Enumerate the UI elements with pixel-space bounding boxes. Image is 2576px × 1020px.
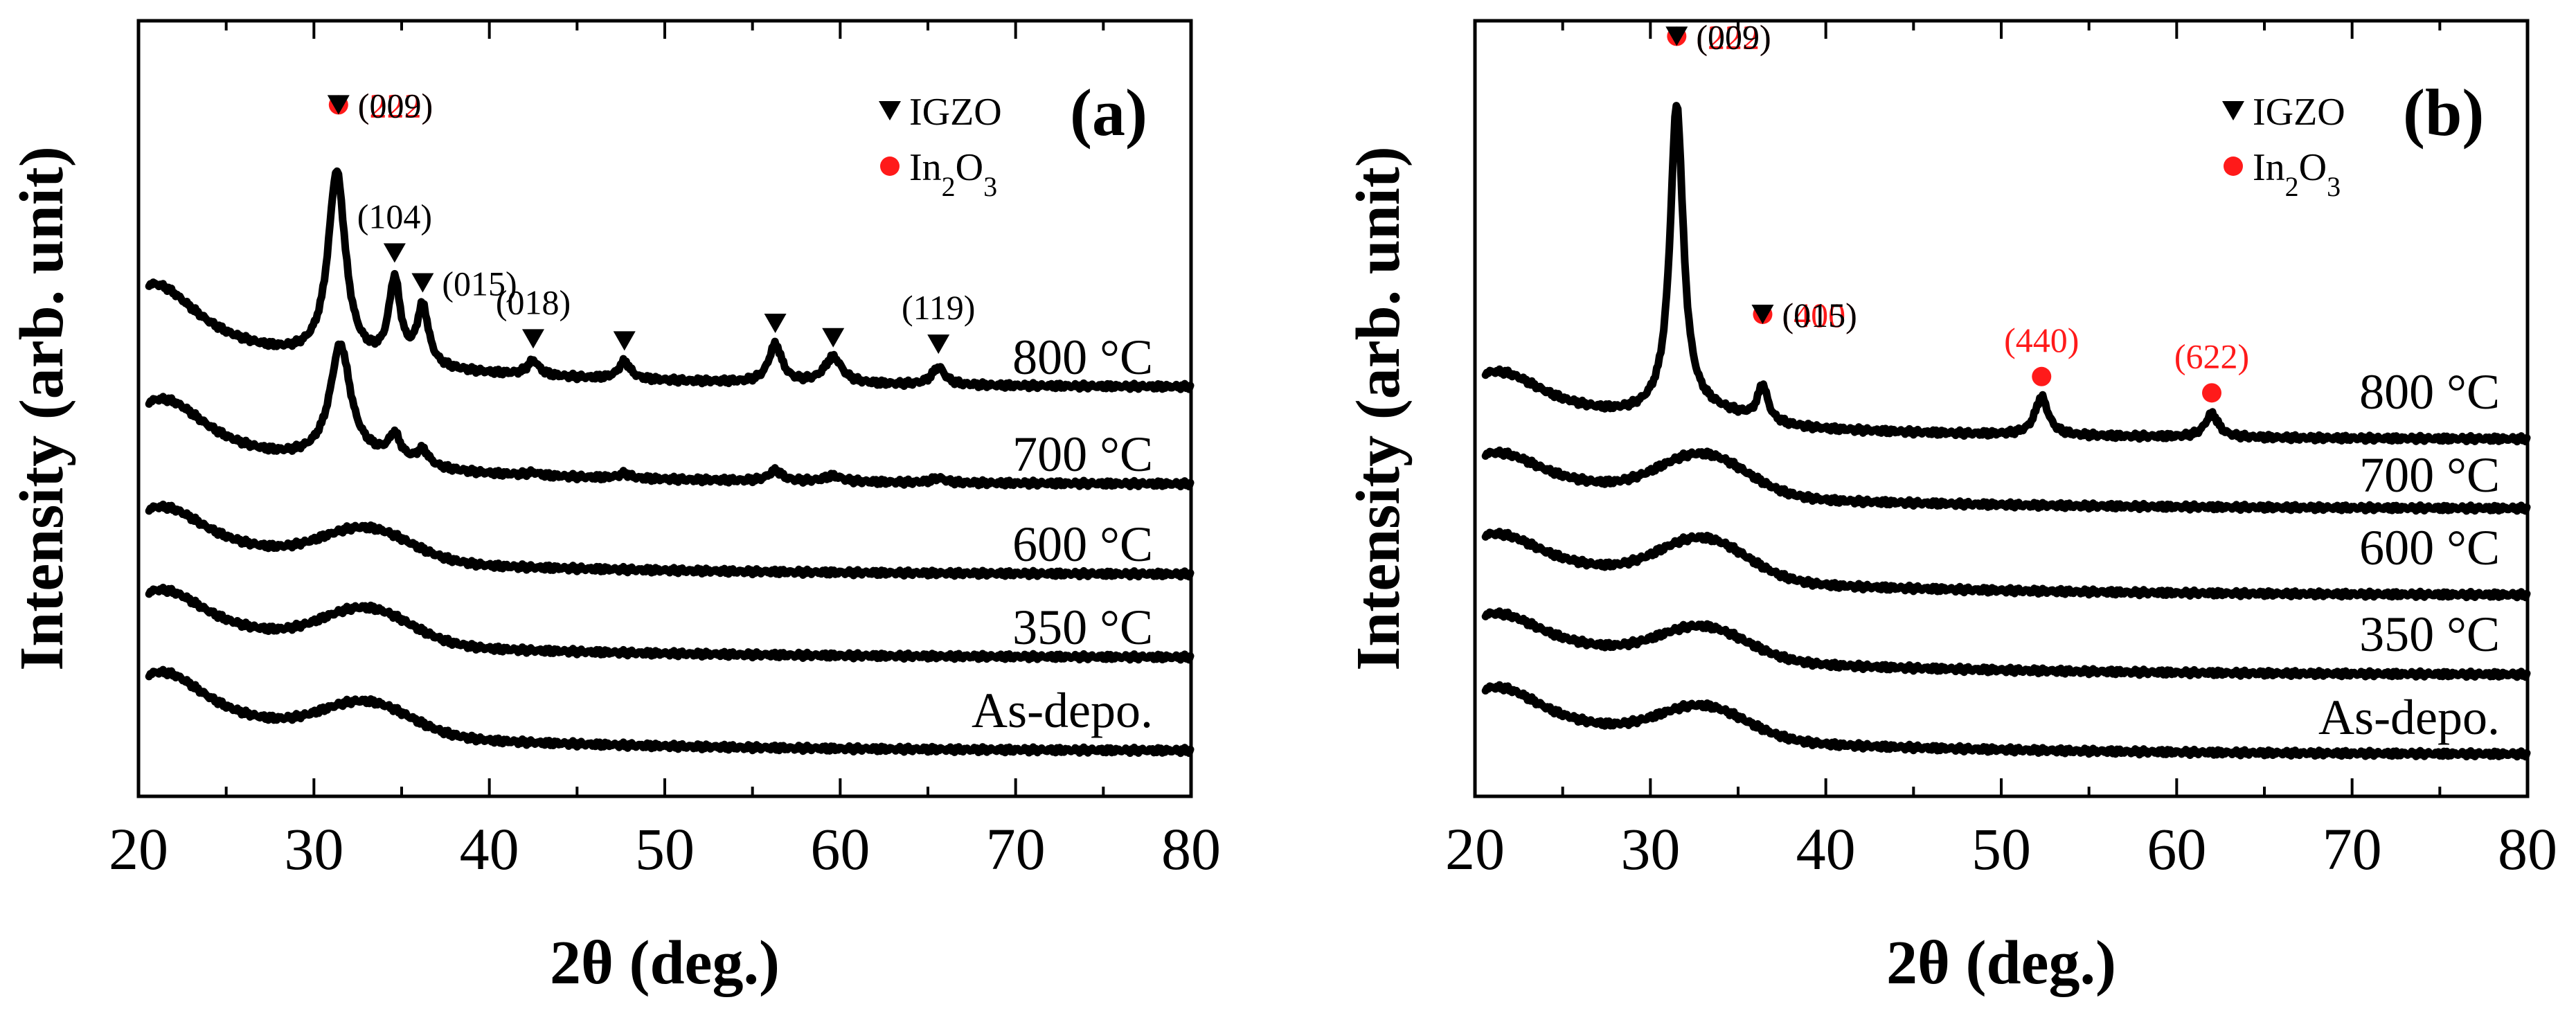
peak-label: (222) — [358, 86, 433, 125]
series-350c-label: 350 °C — [2359, 607, 2500, 662]
peak-label: (119) — [902, 288, 975, 327]
legend: IGZO In2O3 — [879, 91, 1002, 202]
series-700c-label: 700 °C — [1012, 427, 1153, 482]
igzo-peak-marker — [613, 331, 636, 351]
x-tick-label: 40 — [1796, 816, 1856, 882]
x-tick-label: 70 — [2323, 816, 2382, 882]
series-600c-label: 600 °C — [2359, 520, 2500, 575]
in2o3-peak-marker — [2202, 383, 2221, 403]
legend-in2o3-marker — [2224, 156, 2243, 176]
legend-igzo-marker — [879, 101, 901, 120]
x-tick-label: 20 — [1445, 816, 1505, 882]
igzo-peak-marker — [522, 329, 544, 349]
x-tick-label: 70 — [986, 816, 1046, 882]
panel-label: (b) — [2403, 75, 2484, 150]
series-as-depo-line — [1481, 681, 2531, 761]
legend: IGZO In2O3 — [2222, 91, 2345, 202]
x-tick-label: 60 — [810, 816, 870, 882]
panel-label: (a) — [1070, 75, 1147, 150]
x-tick-label: 30 — [1620, 816, 1680, 882]
x-axis-label: 2θ (deg.) — [550, 929, 780, 997]
legend-in2o3-marker — [880, 156, 900, 176]
panel-b: 20 30 40 50 60 70 80 2θ (deg.) Intensity (arb. u… — [1344, 17, 2557, 997]
peak-label: (015) — [442, 265, 517, 303]
series-700c-line — [1481, 446, 2531, 515]
igzo-peak-marker — [927, 334, 950, 355]
x-tick-label: 80 — [2498, 816, 2557, 882]
series-350c-line — [145, 583, 1195, 664]
x-tick-label: 50 — [635, 816, 695, 882]
peak-label: (018) — [496, 283, 571, 321]
peak-label: (104) — [357, 197, 432, 235]
series-800c-line — [1481, 102, 2531, 446]
igzo-peak-marker — [383, 243, 406, 263]
plot-frame — [136, 19, 1193, 798]
series-600c-line — [1481, 528, 2531, 602]
peak-label: (015) — [1782, 296, 1857, 334]
peak-label: (222) — [1696, 17, 1771, 56]
series-700c-label: 700 °C — [2359, 447, 2500, 503]
series-600c-label: 600 °C — [1012, 517, 1153, 572]
igzo-peak-marker — [764, 313, 787, 333]
legend-label: In2O3 — [909, 146, 997, 202]
igzo-peak-marker — [1665, 26, 1688, 46]
x-axis-label: 2θ (deg.) — [1886, 929, 2116, 997]
series-600c-line — [145, 500, 1195, 581]
series-800c-label: 800 °C — [1012, 330, 1153, 385]
y-axis-label: Intensity (arb. unit) — [1344, 146, 1413, 671]
igzo-peak-marker — [411, 273, 434, 293]
x-tick-label: 50 — [1971, 816, 2031, 882]
y-axis-label: Intensity (arb. unit) — [8, 146, 76, 671]
x-tick-label: 20 — [109, 816, 168, 882]
peak-label: (400) — [1782, 296, 1857, 334]
igzo-peak-marker — [1751, 304, 1774, 324]
x-tick-label: 40 — [460, 816, 519, 882]
legend-igzo-marker — [2222, 101, 2244, 120]
peak-label: (440) — [2004, 321, 2079, 359]
x-tick-label: 30 — [284, 816, 343, 882]
panel-a: 20 30 40 50 60 70 80 2θ (deg.) Intensity (arb. u… — [8, 19, 1221, 997]
peak-label: (009) — [358, 86, 433, 125]
series-350c-label: 350 °C — [1012, 600, 1153, 655]
series-700c-line — [145, 340, 1195, 491]
peak-label: (009) — [1696, 17, 1771, 56]
x-tick-label: 60 — [2147, 816, 2206, 882]
series-as-depo-label: As-depo. — [2318, 690, 2500, 745]
x-tick-label: 80 — [1161, 816, 1221, 882]
legend-label: In2O3 — [2253, 146, 2341, 202]
series-800c-line — [145, 167, 1195, 393]
in2o3-peak-marker — [2032, 366, 2052, 386]
series-800c-label: 800 °C — [2359, 364, 2500, 420]
series-350c-line — [1481, 607, 2531, 681]
series-as-depo-label: As-depo. — [972, 683, 1153, 738]
peak-label: (622) — [2174, 337, 2249, 375]
legend-label: IGZO — [909, 91, 1002, 134]
igzo-peak-marker — [327, 95, 350, 115]
series-as-depo-line — [145, 665, 1195, 758]
igzo-peak-marker — [822, 328, 845, 348]
legend-label: IGZO — [2253, 91, 2345, 134]
